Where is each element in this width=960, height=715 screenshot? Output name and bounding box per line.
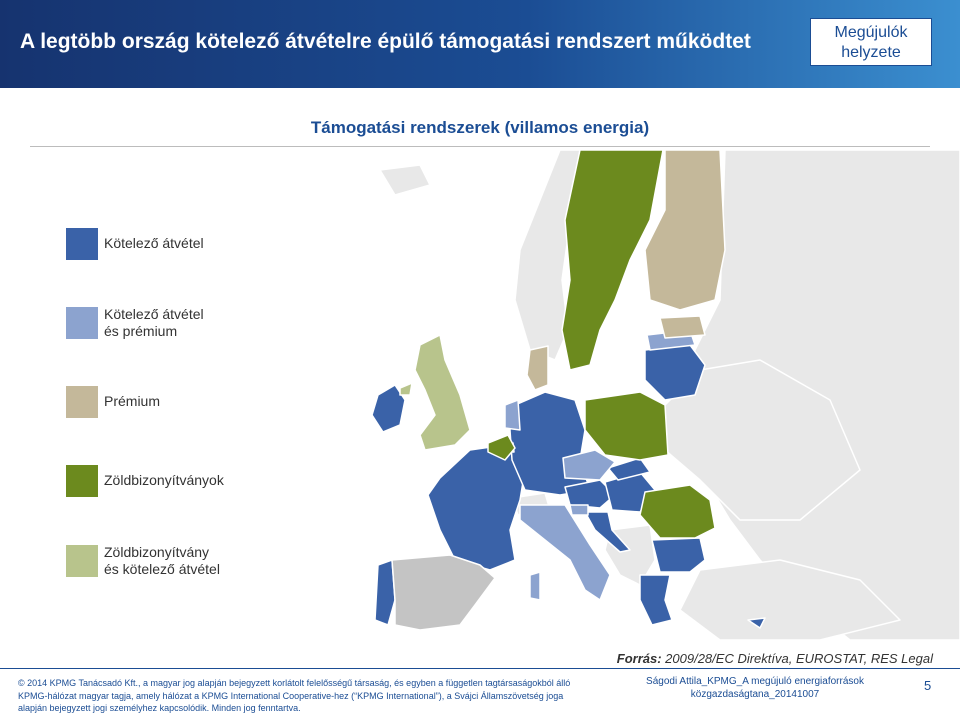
region-cyprus (747, 617, 766, 629)
region-croatia (584, 511, 631, 553)
region-turkey (679, 559, 901, 641)
region-poland (584, 391, 669, 461)
region-austria (564, 479, 616, 509)
source-note: Forrás: 2009/28/EC Direktíva, EUROSTAT, … (616, 651, 933, 666)
region-belgium (487, 434, 516, 461)
header-bar: A legtöbb ország kötelező átvételre épül… (0, 0, 960, 88)
region-sardinia (529, 571, 541, 601)
legend-label: Prémium (104, 393, 161, 409)
region-ireland (371, 384, 406, 433)
region-portugal (374, 559, 396, 626)
section-badge: Megújulók helyzete (810, 18, 932, 66)
region-slovakia (607, 457, 651, 481)
legend-swatch (66, 307, 98, 339)
region-denmark (526, 345, 549, 391)
section-badge-line1: Megújulók (834, 24, 908, 41)
legend-swatch (66, 228, 98, 260)
legend-label: Kötelező átvétel és prémium (104, 306, 204, 339)
legend-label: Zöldbizonyítvány és kötelező átvétel (104, 544, 220, 577)
footer-author: Ságodi Attila_KPMG_A megújuló energiafor… (646, 676, 864, 700)
legend-swatch (66, 465, 98, 497)
region-netherlands (504, 399, 521, 431)
page-title: A legtöbb ország kötelező átvételre épül… (20, 30, 751, 53)
region-bulgaria (651, 537, 706, 573)
legend-label: Kötelező átvétel (104, 235, 204, 251)
page-number: 5 (924, 678, 932, 693)
map-subtitle: Támogatási rendszerek (villamos energia) (310, 118, 650, 137)
region-estonia-premium (659, 315, 706, 339)
legend-swatch (66, 386, 98, 418)
region-lithuania-latvia (644, 344, 706, 401)
region-spain (391, 554, 496, 631)
region-italy (519, 504, 611, 601)
region-sweden (561, 149, 664, 371)
region-france (427, 444, 526, 571)
europe-map (371, 149, 960, 641)
footer-divider (0, 668, 960, 669)
region-finland (644, 149, 726, 311)
section-badge-line2: helyzete (841, 44, 901, 61)
legend-swatch (66, 545, 98, 577)
legend-label: Zöldbizonyítványok (104, 472, 224, 488)
divider (30, 146, 930, 147)
footer-copyright: © 2014 KPMG Tanácsadó Kft., a magyar jog… (18, 678, 571, 713)
region-greece (639, 574, 673, 626)
region-northern-ireland (399, 382, 413, 396)
region-slovenia (569, 504, 589, 516)
region-iceland (379, 164, 431, 196)
region-romania (639, 484, 716, 539)
region-germany (509, 391, 591, 496)
region-united-kingdom (414, 334, 471, 451)
region-czech-republic (562, 449, 616, 481)
